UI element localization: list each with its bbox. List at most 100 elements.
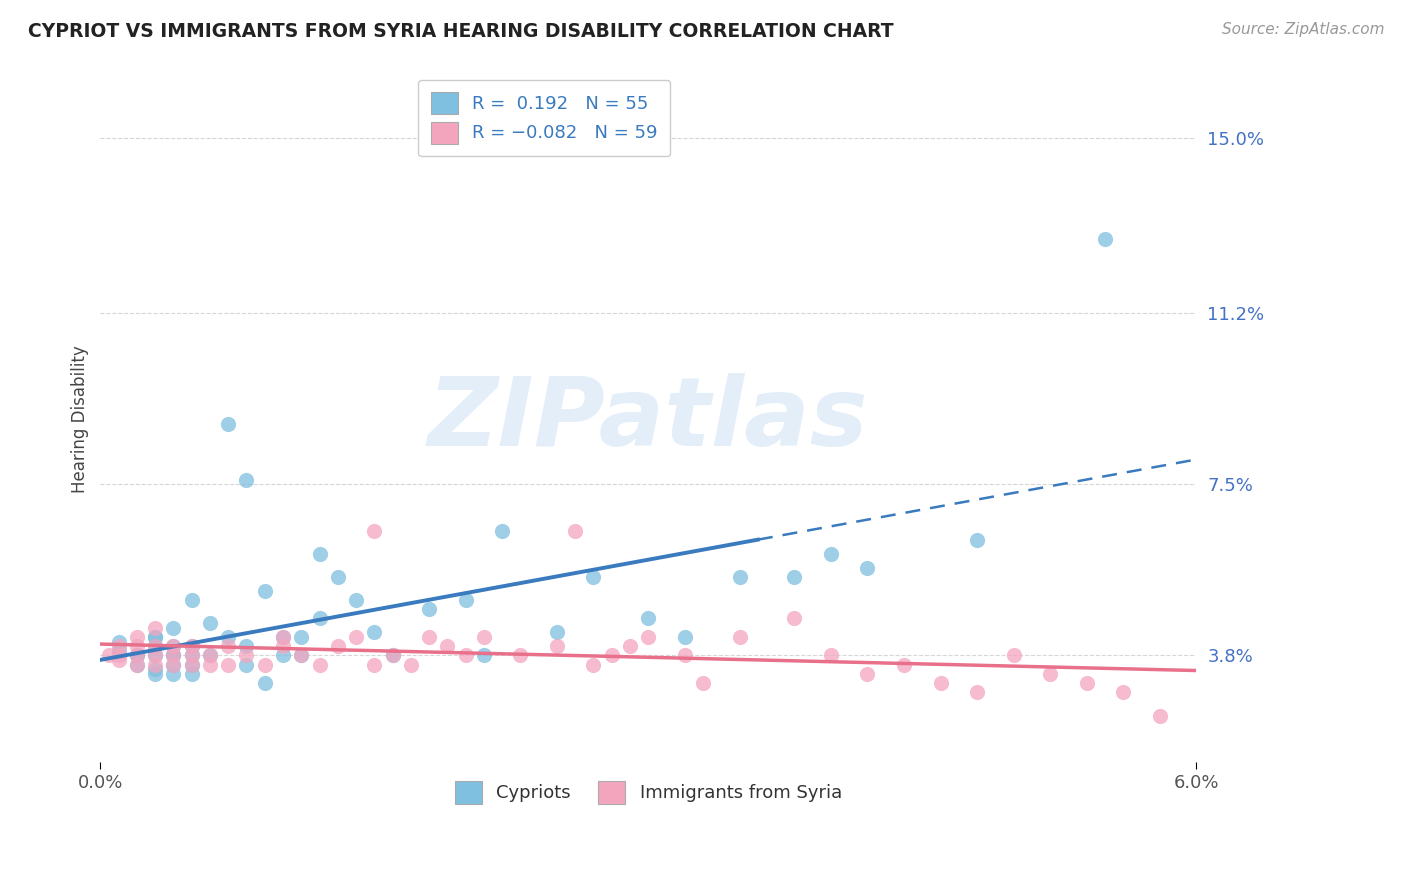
Point (143, 662, 166, 676)
Point (198, 615, 221, 630)
Point (472, 648, 495, 663)
Point (253, 676, 276, 690)
Point (692, 676, 714, 690)
Point (1149, 708, 1171, 723)
Point (856, 667, 879, 681)
Point (253, 583, 276, 598)
Point (582, 657, 605, 672)
Point (381, 648, 404, 663)
Point (783, 611, 806, 625)
Point (125, 657, 148, 672)
Point (143, 639, 166, 653)
Point (180, 667, 202, 681)
Point (98, 648, 121, 663)
Point (162, 648, 184, 663)
Point (491, 524, 513, 538)
Point (399, 657, 422, 672)
Point (107, 644, 129, 658)
Point (308, 611, 330, 625)
Point (162, 621, 184, 635)
Point (162, 667, 184, 681)
Point (180, 648, 202, 663)
Point (143, 657, 166, 672)
Point (217, 417, 239, 432)
Point (929, 676, 952, 690)
Point (235, 648, 257, 663)
Point (180, 657, 202, 672)
Point (820, 648, 842, 663)
Point (162, 648, 184, 663)
Point (290, 648, 312, 663)
Point (600, 648, 623, 663)
Point (436, 639, 458, 653)
Point (271, 630, 294, 644)
Point (235, 639, 257, 653)
Point (363, 657, 385, 672)
Point (180, 648, 202, 663)
Point (143, 639, 166, 653)
Point (637, 630, 659, 644)
Point (363, 524, 385, 538)
Point (363, 625, 385, 640)
Point (143, 648, 166, 663)
Point (180, 593, 202, 607)
Point (728, 630, 751, 644)
Point (198, 648, 221, 663)
Point (162, 657, 184, 672)
Point (1076, 676, 1098, 690)
Point (546, 625, 568, 640)
Point (418, 630, 440, 644)
Point (180, 639, 202, 653)
Point (509, 648, 531, 663)
Point (162, 639, 184, 653)
Point (107, 648, 129, 663)
Point (180, 639, 202, 653)
Point (125, 639, 148, 653)
Point (1094, 232, 1116, 246)
Point (966, 533, 988, 547)
Point (673, 648, 696, 663)
Point (326, 639, 349, 653)
Point (125, 648, 148, 663)
Point (143, 667, 166, 681)
Point (198, 648, 221, 663)
Point (582, 570, 605, 584)
Point (1112, 685, 1135, 699)
Point (564, 524, 586, 538)
Point (619, 639, 641, 653)
Text: Source: ZipAtlas.com: Source: ZipAtlas.com (1222, 22, 1385, 37)
Point (637, 611, 659, 625)
Point (143, 621, 166, 635)
Point (308, 547, 330, 561)
Point (783, 570, 806, 584)
Point (1039, 667, 1062, 681)
Point (893, 657, 915, 672)
Point (143, 630, 166, 644)
Point (271, 630, 294, 644)
Point (235, 657, 257, 672)
Point (125, 648, 148, 663)
Point (472, 630, 495, 644)
Point (454, 593, 477, 607)
Point (125, 657, 148, 672)
Legend: Cypriots, Immigrants from Syria: Cypriots, Immigrants from Syria (444, 771, 852, 814)
Point (820, 547, 842, 561)
Point (728, 570, 751, 584)
Point (107, 639, 129, 653)
Point (290, 648, 312, 663)
Point (180, 657, 202, 672)
Point (107, 634, 129, 648)
Point (125, 648, 148, 663)
Point (271, 648, 294, 663)
Point (143, 648, 166, 663)
Point (344, 630, 367, 644)
Text: CYPRIOT VS IMMIGRANTS FROM SYRIA HEARING DISABILITY CORRELATION CHART: CYPRIOT VS IMMIGRANTS FROM SYRIA HEARING… (28, 22, 894, 41)
Point (290, 630, 312, 644)
Point (235, 473, 257, 487)
Point (673, 630, 696, 644)
Point (381, 648, 404, 663)
Point (308, 657, 330, 672)
Point (418, 602, 440, 616)
Point (107, 653, 129, 667)
Text: ZIPatlas: ZIPatlas (427, 373, 869, 467)
